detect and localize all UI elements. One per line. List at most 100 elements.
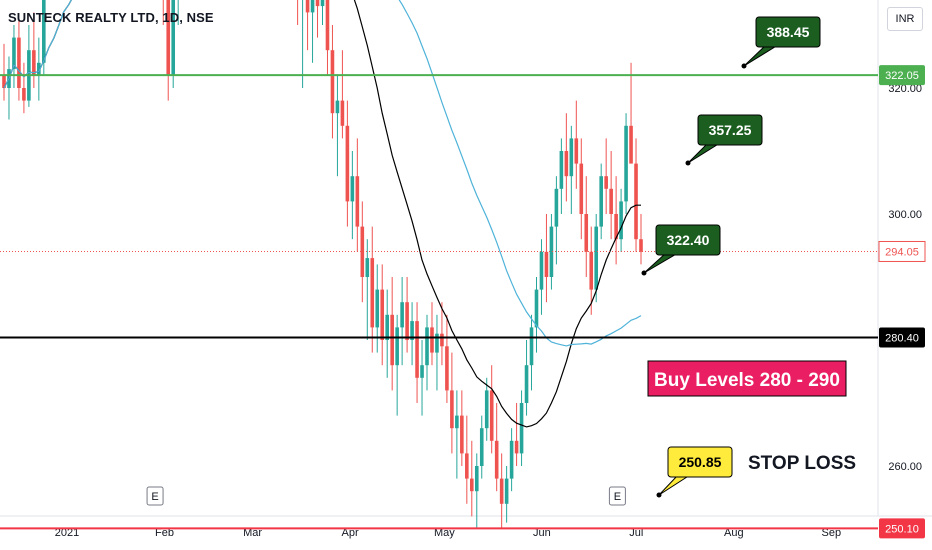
stop-loss-label: STOP LOSS <box>748 453 856 474</box>
earnings-marker <box>146 486 164 506</box>
candle-body <box>504 478 509 504</box>
candle-body <box>365 258 370 277</box>
price-callout-box <box>755 16 821 48</box>
candle-body <box>310 0 315 13</box>
candle-body <box>355 176 360 227</box>
candle-body <box>370 258 375 328</box>
price-callout-label: 357.25 <box>709 122 752 138</box>
candle-body <box>634 163 638 240</box>
candle-body <box>465 453 469 479</box>
callout-anchor-dot <box>641 270 647 276</box>
moving-average-short <box>3 0 641 428</box>
last-price-box <box>878 240 926 262</box>
candle-body <box>584 214 589 252</box>
candle-body <box>340 100 345 126</box>
callout-anchor-dot <box>656 492 662 498</box>
earnings-marker-label: E <box>614 491 621 503</box>
candle-body <box>325 0 330 51</box>
candle-body <box>410 321 414 340</box>
candle-body <box>345 125 350 202</box>
candle-body <box>455 415 459 429</box>
candle-body <box>350 176 355 202</box>
y-tick-label: 320.00 <box>888 83 922 95</box>
candle-body <box>589 251 594 290</box>
candle-body <box>166 0 171 76</box>
candle-body <box>450 390 454 429</box>
candle-body <box>385 314 389 340</box>
x-tick-label: Aug <box>724 527 744 539</box>
earnings-marker <box>608 486 626 506</box>
level-price-label: 322.05 <box>885 70 919 82</box>
candle-body <box>574 138 579 164</box>
x-tick-label: Feb <box>155 527 174 539</box>
level-price-label: 250.10 <box>885 523 919 535</box>
candle-body <box>534 289 539 328</box>
candle-body <box>559 151 564 189</box>
candle-body <box>479 428 484 466</box>
candle-body <box>484 390 489 429</box>
candle-body <box>430 327 434 353</box>
currency-button[interactable]: INR <box>887 7 923 31</box>
candle-body <box>529 327 534 366</box>
candle-body <box>380 289 385 340</box>
candle-body <box>619 201 623 240</box>
x-tick-label: Mar <box>243 527 262 539</box>
candle-body <box>320 0 325 7</box>
candle-body <box>629 125 633 164</box>
x-tick-label: Jul <box>629 527 643 539</box>
candle-body <box>639 239 643 252</box>
candle-body <box>569 138 574 177</box>
candle-body <box>524 365 529 403</box>
buy-levels-label: Buy Levels 280 - 290 <box>654 370 840 391</box>
candle-body <box>469 478 474 492</box>
callout-anchor-dot <box>741 63 747 69</box>
level-price-label: 280.40 <box>885 332 919 344</box>
x-tick-label: Jun <box>533 527 551 539</box>
candle-body <box>509 440 514 479</box>
candle-body <box>37 62 41 76</box>
buy-levels-box <box>647 360 847 397</box>
candle-body <box>604 176 608 189</box>
candle-body <box>405 302 409 340</box>
price-callout-label: 250.85 <box>679 454 722 470</box>
candle-body <box>425 327 429 366</box>
candle-body <box>614 214 618 240</box>
candle-body <box>544 251 549 277</box>
candle-body <box>315 0 320 7</box>
candle-body <box>12 37 16 70</box>
candle-body <box>435 333 439 353</box>
candle-body <box>335 100 340 114</box>
candle-body <box>594 226 599 290</box>
candle-body <box>415 321 419 378</box>
candle-body <box>489 390 494 441</box>
price-callout-box <box>697 114 763 146</box>
candle-body <box>514 440 519 454</box>
candle-body <box>395 327 399 366</box>
price-callout-box <box>667 446 733 478</box>
level-price-box <box>879 65 925 86</box>
candle-body <box>499 478 504 504</box>
candle-body <box>400 302 404 328</box>
candle-body <box>474 466 479 492</box>
y-tick-label: 260.00 <box>888 461 922 473</box>
candle-body <box>519 403 524 454</box>
price-callout-box <box>655 224 721 256</box>
candle-body <box>305 0 310 13</box>
candle-body <box>390 314 394 366</box>
candle-body <box>360 226 365 277</box>
price-callout-label: 388.45 <box>767 24 810 40</box>
level-price-box <box>879 518 925 539</box>
moving-average-long <box>3 0 642 347</box>
callout-pointer <box>643 252 680 274</box>
level-price-box <box>879 327 925 348</box>
callout-pointer <box>658 474 692 496</box>
candle-body <box>440 333 444 347</box>
candle-body <box>494 440 499 479</box>
chart-title: SUNTECK REALTY LTD, 1D, NSE <box>8 10 214 25</box>
candle-body <box>564 151 569 177</box>
x-tick-label: Apr <box>342 527 359 539</box>
price-callout-label: 322.40 <box>667 232 710 248</box>
y-tick-label: 300.00 <box>888 209 922 221</box>
candle-body <box>599 176 603 227</box>
